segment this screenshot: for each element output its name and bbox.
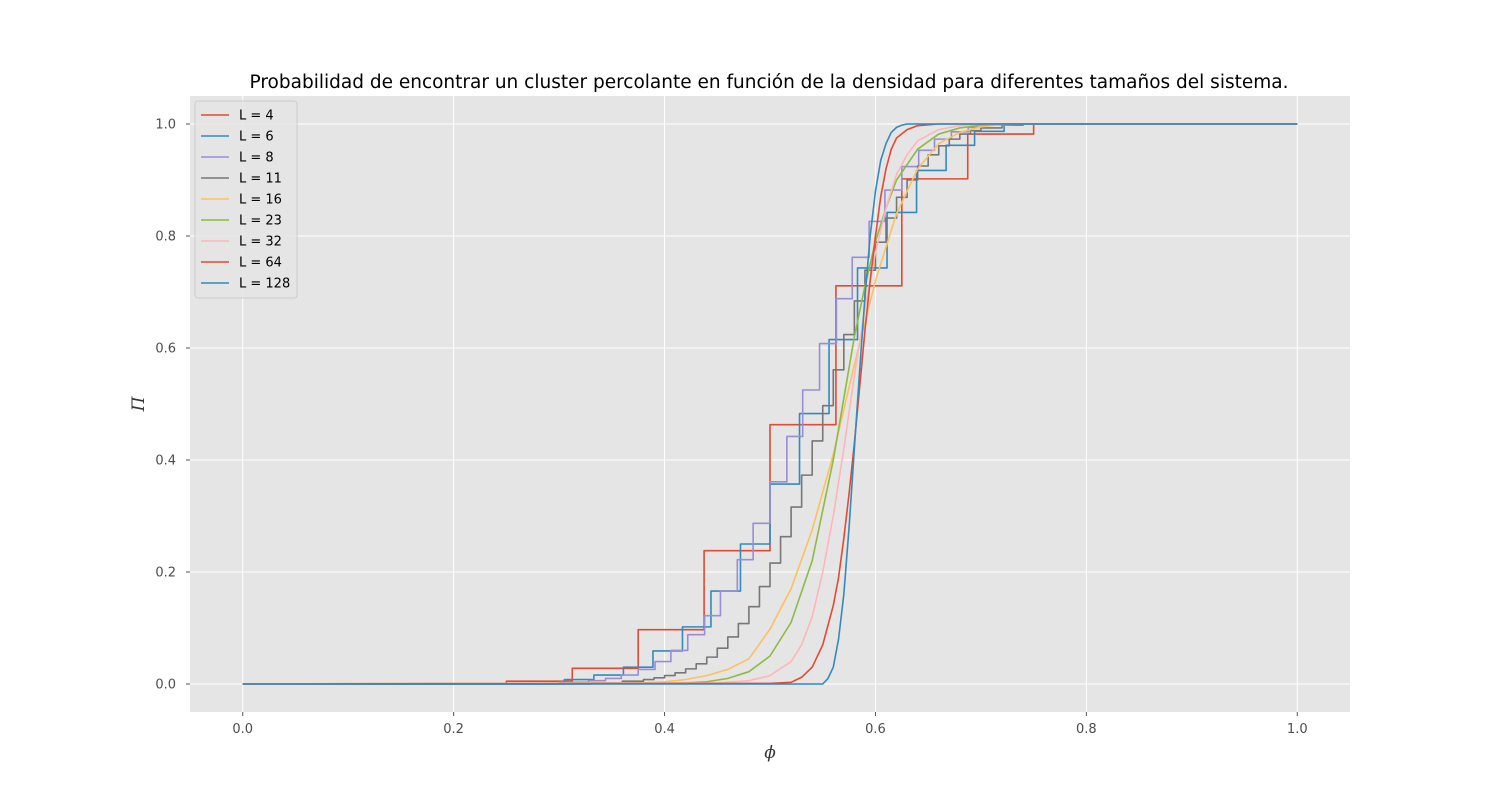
legend: L = 4 L = 6 L = 8 L = 11 L = 16 L = 23 L = 32 L… [194,100,298,299]
legend-entry-label: L = 11 [239,172,282,187]
legend-entry-label: L = 23 [239,214,282,229]
x-tick-label: 0.6 [865,722,886,737]
series-line-5 [242,123,1298,685]
x-tick-label: 0.2 [443,722,464,737]
grid [190,96,1350,712]
series-line-3 [242,123,1298,685]
x-tick-label: 0.8 [1076,722,1097,737]
y-tick-label: 0.6 [155,342,176,357]
y-tick-label: 0.2 [155,566,176,581]
legend-box [194,100,298,299]
y-tick-label: 0.8 [155,230,176,245]
legend-entry-label: L = 64 [239,256,282,271]
legend-entry-label: L = 8 [239,151,274,166]
series-line-6 [242,123,1298,685]
series-line-4 [242,123,1298,685]
y-tick-label: 0.0 [155,678,176,693]
legend-entry-label: L = 4 [239,109,274,124]
legend-entry-label: L = 6 [239,130,274,145]
y-axis-label: Π [129,395,149,412]
plot-area [190,96,1350,712]
plot-background [190,96,1350,712]
x-axis-ticks: 0.0 0.2 0.4 0.6 0.8 1.0 [232,712,1308,737]
y-axis-ticks: 0.0 0.2 0.4 0.6 0.8 1.0 [155,118,190,693]
chart-title: Probabilidad de encontrar un cluster per… [250,72,1289,93]
x-tick-label: 1.0 [1287,722,1308,737]
series-line-2 [242,123,1298,685]
x-tick-label: 0.0 [232,722,253,737]
legend-entry-label: L = 32 [239,235,282,250]
x-axis-label: ϕ [764,743,776,763]
legend-entry-label: L = 128 [239,277,290,292]
y-tick-label: 0.4 [155,454,176,469]
y-tick-label: 1.0 [155,118,176,133]
series-line-7 [242,123,1298,685]
legend-entry-label: L = 16 [239,193,282,208]
series-layer [242,123,1298,685]
series-line-8 [242,123,1298,685]
series-line-1 [242,123,1298,685]
x-tick-label: 0.4 [654,722,675,737]
